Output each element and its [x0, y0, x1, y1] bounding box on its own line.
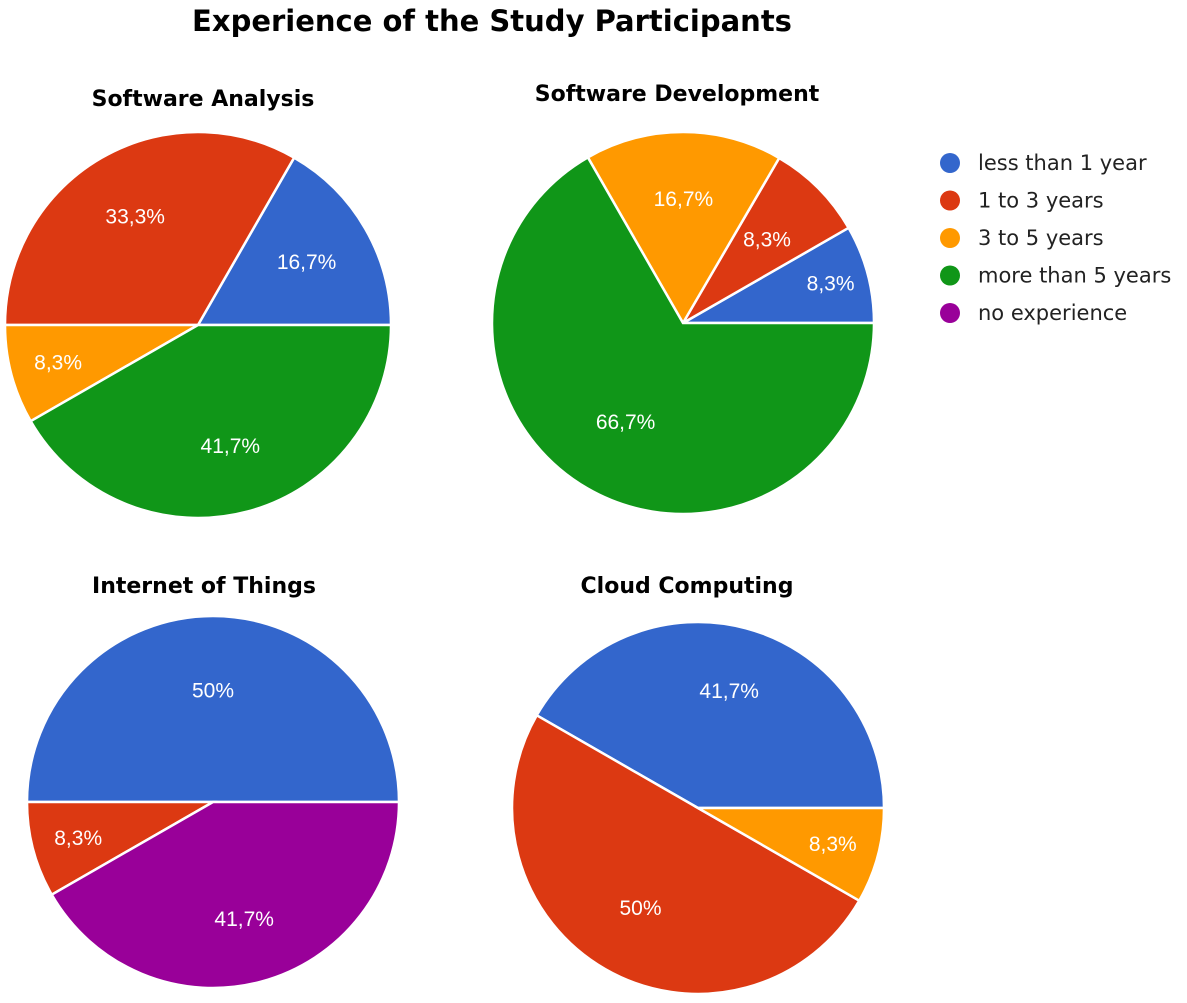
pie-charts: Software Analysis16,7%33,3%8,3%41,7%Soft…: [3, 82, 886, 996]
slice-label: 8,3%: [807, 273, 855, 296]
slice-3-to-5-years: [3, 323, 203, 423]
legend-label: 3 to 5 years: [978, 226, 1104, 250]
slice-label: 50%: [192, 679, 234, 702]
slice-1-to-3-years: [25, 800, 218, 897]
slice-no-experience: [50, 800, 401, 990]
slice-3-to-5-years: [586, 130, 781, 326]
pie-title: Cloud Computing: [581, 574, 794, 599]
slice-label: 50%: [619, 897, 661, 920]
slice-1-to-3-years: [679, 156, 851, 327]
slice-3-to-5-years: [693, 806, 886, 903]
slice-label: 66,7%: [596, 411, 656, 434]
pie-title: Software Development: [535, 82, 820, 107]
slice-label: 8,3%: [54, 827, 102, 850]
slice-label: 16,7%: [654, 188, 714, 211]
legend-swatch: [940, 190, 960, 211]
slice-label: 8,3%: [743, 229, 791, 252]
slice-more-than-5-years: [490, 155, 876, 516]
legend-label: 1 to 3 years: [978, 189, 1104, 213]
legend-swatch: [940, 228, 960, 248]
legend-item-1-to-3-years: 1 to 3 years: [940, 189, 1104, 213]
slice-less-than-1-year: [535, 620, 886, 810]
pie-title: Internet of Things: [92, 574, 316, 599]
slice-label: 8,3%: [809, 833, 857, 856]
slice-less-than-1-year: [678, 226, 876, 325]
legend-label: no experience: [978, 301, 1127, 325]
slice-1-to-3-years: [510, 713, 861, 996]
legend-item-no-experience: no experience: [940, 301, 1127, 325]
slice-more-than-5-years: [28, 323, 393, 520]
slice-label: 8,3%: [34, 351, 82, 374]
slice-less-than-1-year: [25, 614, 401, 804]
slice-label: 33,3%: [105, 205, 165, 228]
legend-label: more than 5 years: [978, 264, 1171, 288]
legend-label: less than 1 year: [978, 151, 1147, 175]
legend-swatch: [940, 303, 960, 323]
legend-item-more-than-5-years: more than 5 years: [940, 264, 1171, 288]
slice-1-to-3-years: [3, 130, 296, 327]
slice-less-than-1-year: [195, 155, 393, 327]
legend-item-less-than-1-year: less than 1 year: [940, 151, 1147, 175]
pie-internet-of-things: Internet of Things 50% 8,3% 41,7%: [25, 574, 401, 990]
slice-label: 41,7%: [699, 680, 759, 703]
legend-swatch: [940, 265, 960, 286]
legend: less than 1 year 1 to 3 years 3 to 5 years…: [940, 151, 1171, 325]
legend-swatch: [940, 153, 960, 173]
slice-label: 41,7%: [201, 435, 261, 458]
legend-item-3-to-5-years: 3 to 5 years: [940, 226, 1104, 250]
pie-software-analysis: Software Analysis 16,7% 33,3% 8,3% 41,7%: [3, 87, 393, 520]
pie-title: Software Analysis: [92, 87, 315, 112]
main-title: Experience of the Study Participants: [192, 4, 792, 38]
pie-cloud-computing: Cloud Computing 41,7% 50% 8,3%: [510, 574, 886, 996]
slice-label: 41,7%: [214, 908, 274, 931]
pie-software-development: Software Development 8,3% 8,3% 16,7% 66,7%: [490, 82, 876, 516]
slice-label: 16,7%: [277, 251, 337, 274]
